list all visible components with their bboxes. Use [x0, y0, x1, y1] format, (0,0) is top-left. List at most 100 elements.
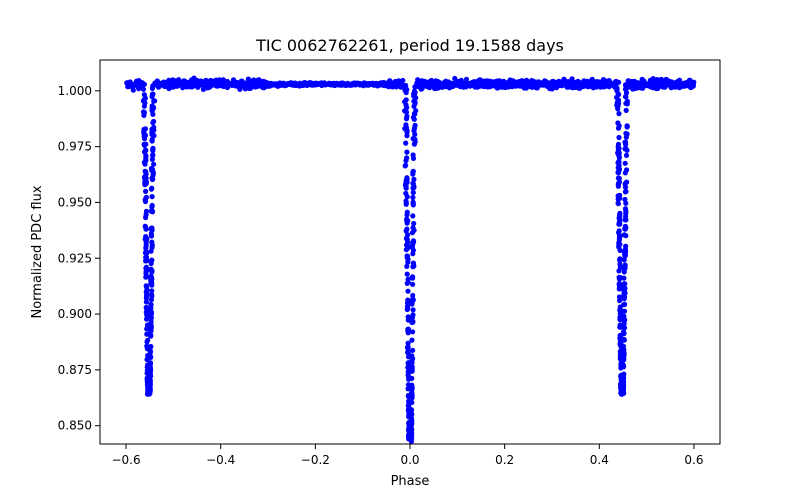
data-point	[404, 300, 411, 306]
data-point	[150, 153, 156, 159]
data-point	[620, 376, 627, 383]
data-point	[404, 235, 410, 241]
data-point	[584, 78, 591, 84]
data-point	[147, 332, 153, 338]
data-point	[411, 93, 417, 99]
data-point	[427, 80, 433, 86]
data-point	[142, 198, 149, 205]
data-point	[145, 383, 151, 389]
data-point	[149, 176, 155, 183]
data-point	[405, 344, 411, 350]
data-point	[140, 86, 147, 92]
data-point	[163, 81, 169, 88]
data-point	[599, 83, 606, 89]
data-point	[405, 349, 411, 355]
data-point	[200, 86, 206, 92]
data-point	[413, 108, 419, 114]
data-point	[147, 306, 153, 312]
data-point	[623, 233, 629, 239]
y-tick-label: 0.900	[58, 307, 92, 321]
data-point	[668, 85, 674, 91]
data-point	[352, 80, 358, 86]
data-point	[623, 152, 630, 158]
data-point	[412, 122, 418, 128]
data-point	[225, 79, 231, 85]
data-point	[618, 349, 624, 355]
data-point	[143, 258, 149, 264]
data-point	[615, 201, 622, 207]
data-point	[616, 294, 623, 300]
data-point	[621, 308, 628, 314]
data-point	[305, 81, 311, 87]
data-point	[617, 286, 624, 292]
data-point	[410, 169, 416, 175]
data-point	[482, 83, 488, 89]
data-point	[623, 213, 629, 219]
data-point	[624, 124, 630, 130]
data-point	[617, 241, 623, 247]
data-point	[509, 84, 515, 90]
data-point	[622, 170, 628, 176]
data-point	[141, 96, 147, 102]
data-point	[544, 81, 550, 87]
data-point	[621, 302, 627, 308]
y-axis-ticks: 0.850 0.875 0.900 0.925 0.950 0.975 1.000	[58, 84, 100, 433]
data-point	[622, 181, 628, 187]
data-point	[410, 136, 416, 142]
data-point	[181, 78, 187, 84]
data-point	[654, 77, 660, 83]
data-point	[575, 78, 581, 84]
data-point	[616, 230, 622, 236]
data-point	[406, 376, 412, 382]
data-point	[404, 217, 410, 223]
data-point	[403, 158, 409, 164]
data-point	[361, 81, 367, 87]
data-point	[237, 86, 243, 92]
data-point	[404, 149, 410, 155]
data-point	[291, 81, 297, 87]
data-point	[141, 81, 147, 87]
data-point	[536, 82, 543, 88]
data-point	[411, 176, 417, 182]
y-tick-label: 0.975	[58, 140, 92, 154]
data-point	[662, 79, 668, 85]
data-point	[623, 94, 629, 100]
data-point	[463, 76, 470, 82]
data-point	[587, 83, 593, 89]
data-point	[404, 129, 410, 135]
data-point	[411, 227, 417, 233]
data-point	[616, 237, 623, 243]
data-point	[615, 170, 622, 176]
x-tick-label: 0.2	[495, 453, 514, 467]
data-point	[141, 136, 148, 142]
data-point	[623, 107, 629, 113]
data-point	[623, 100, 629, 106]
data-point	[605, 80, 611, 86]
data-point	[372, 82, 378, 88]
data-point	[620, 343, 627, 349]
data-point	[435, 79, 441, 85]
data-point	[616, 159, 622, 165]
data-point	[403, 89, 409, 96]
data-point	[622, 317, 628, 323]
data-point	[176, 80, 183, 86]
data-point	[203, 82, 209, 88]
data-point	[592, 82, 598, 88]
data-point	[143, 283, 149, 289]
data-point	[142, 142, 148, 149]
data-point	[144, 312, 150, 318]
data-point	[405, 372, 411, 378]
data-point	[616, 163, 622, 169]
data-point	[445, 81, 451, 87]
data-point	[624, 147, 630, 153]
data-point	[621, 321, 627, 327]
data-point	[150, 145, 156, 151]
data-point	[142, 223, 148, 229]
data-point	[510, 78, 517, 84]
data-point	[410, 200, 416, 206]
data-point	[616, 79, 622, 85]
data-point	[410, 251, 416, 257]
data-point	[621, 330, 627, 337]
data-point	[403, 97, 409, 103]
data-point	[149, 239, 155, 245]
